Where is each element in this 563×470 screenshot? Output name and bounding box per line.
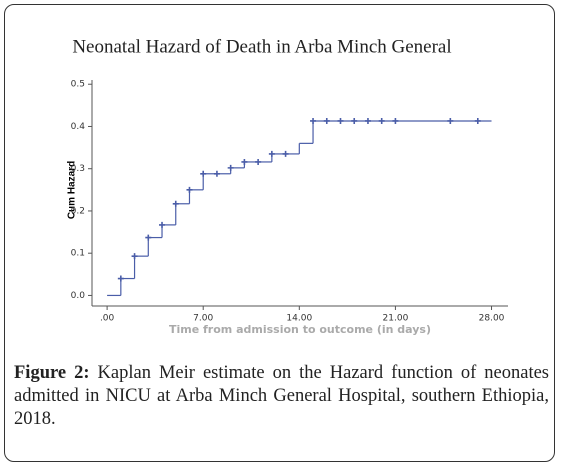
censor-mark <box>186 186 193 193</box>
chart-title: Neonatal Hazard of Death in Arba Minch G… <box>72 36 451 57</box>
censor-mark <box>159 221 166 228</box>
x-tick-label: .00 <box>100 314 115 324</box>
censor-mark <box>145 234 152 241</box>
censor-mark <box>213 170 220 177</box>
censor-mark <box>172 200 179 207</box>
x-tick-label: 14.00 <box>286 314 312 324</box>
caption-label: Figure 2: <box>14 363 90 383</box>
censor-mark <box>337 117 344 124</box>
frame <box>4 4 555 462</box>
y-tick-label: 0.4 <box>71 122 86 132</box>
censor-mark <box>378 117 385 124</box>
y-tick-label: 0.1 <box>71 249 85 259</box>
censor-mark <box>255 158 262 165</box>
x-tick-label: 21.00 <box>383 314 409 324</box>
censor-mark <box>200 170 207 177</box>
x-tick-label: 7.00 <box>193 314 213 324</box>
censor-mark <box>310 117 317 124</box>
x-axis-label: Time from admission to outcome (in days) <box>169 323 431 336</box>
censor-mark <box>323 117 330 124</box>
x-tick-label: 28.00 <box>479 314 505 324</box>
censor-mark <box>364 117 371 124</box>
caption-text: Kaplan Meir estimate on the Hazard funct… <box>14 363 549 429</box>
y-tick-label: 0.5 <box>71 80 85 90</box>
censor-mark <box>447 117 454 124</box>
censor-mark <box>117 275 124 282</box>
censor-mark <box>351 117 358 124</box>
censor-mark <box>227 164 234 171</box>
censor-mark <box>131 253 138 260</box>
y-axis-label: Cum Hazard <box>67 161 78 219</box>
chart: Neonatal Hazard of Death in Arba Minch G… <box>67 36 508 336</box>
censor-mark <box>282 150 289 157</box>
y-tick-label: 0.3 <box>71 164 85 174</box>
y-tick-label: 0.0 <box>71 291 86 301</box>
caption: Figure 2: Kaplan Meir estimate on the Ha… <box>14 362 549 431</box>
censor-mark <box>241 158 248 165</box>
censor-mark <box>268 150 275 157</box>
y-tick-label: 0.2 <box>71 206 85 216</box>
censor-mark <box>392 117 399 124</box>
censor-mark <box>474 117 481 124</box>
